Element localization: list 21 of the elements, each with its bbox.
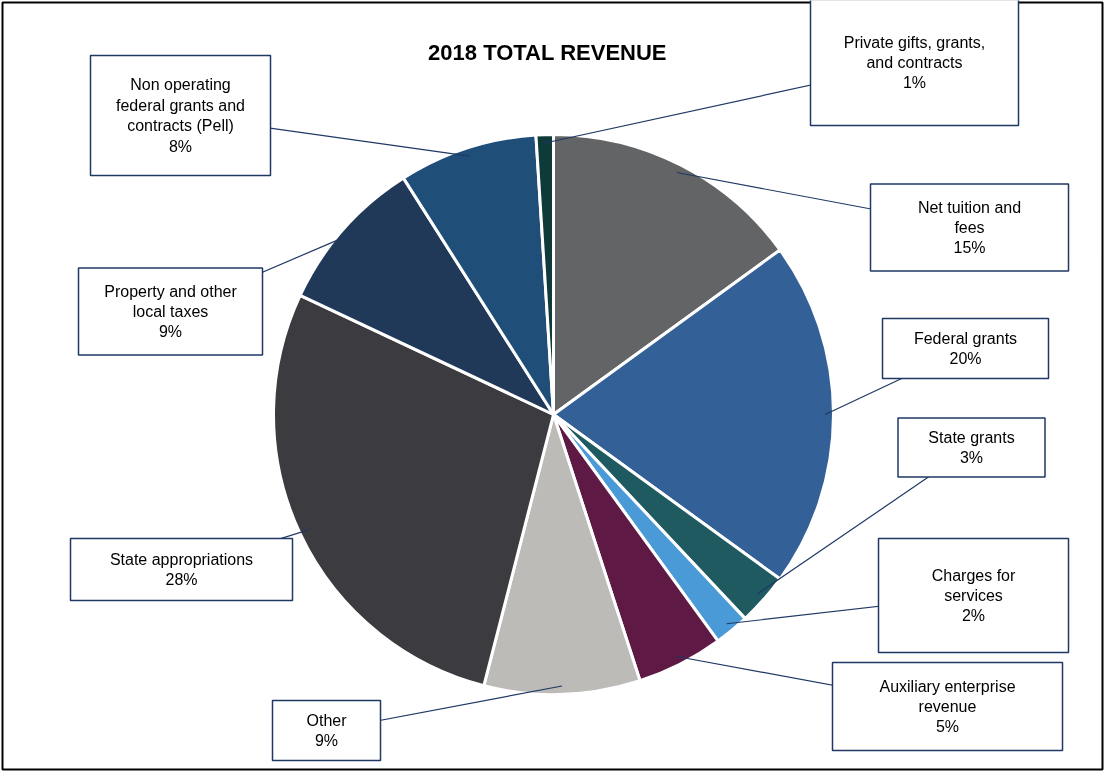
data-label: 8% [168,137,193,155]
slice-label: Other [306,711,348,729]
slice-label: Non operating federal grants and contracts (Pell) [116,76,245,135]
data-label: 28% [165,571,198,589]
slice-label: Auxiliary enterprise revenue [879,677,1016,715]
data-label: 9% [158,323,183,341]
data-label: 15% [953,239,986,257]
slice-label: Federal grants [913,329,1018,347]
chart-title: 2018 TOTAL REVENUE [428,40,667,65]
slice-label: Net tuition and fees [917,198,1022,236]
data-label: 2% [961,607,986,625]
slice-label: Private gifts, grants, and contracts [843,33,986,71]
data-label: 20% [949,350,982,368]
slice-label: Charges for services [931,566,1016,604]
data-label: 3% [959,449,984,467]
data-label: 9% [314,732,339,750]
slice-label: State grants [928,428,1015,446]
slice-label: Property and other local taxes [104,282,238,320]
data-label: 1% [902,74,927,92]
data-label: 5% [935,718,960,736]
slice-label: State appropriations [109,550,254,568]
